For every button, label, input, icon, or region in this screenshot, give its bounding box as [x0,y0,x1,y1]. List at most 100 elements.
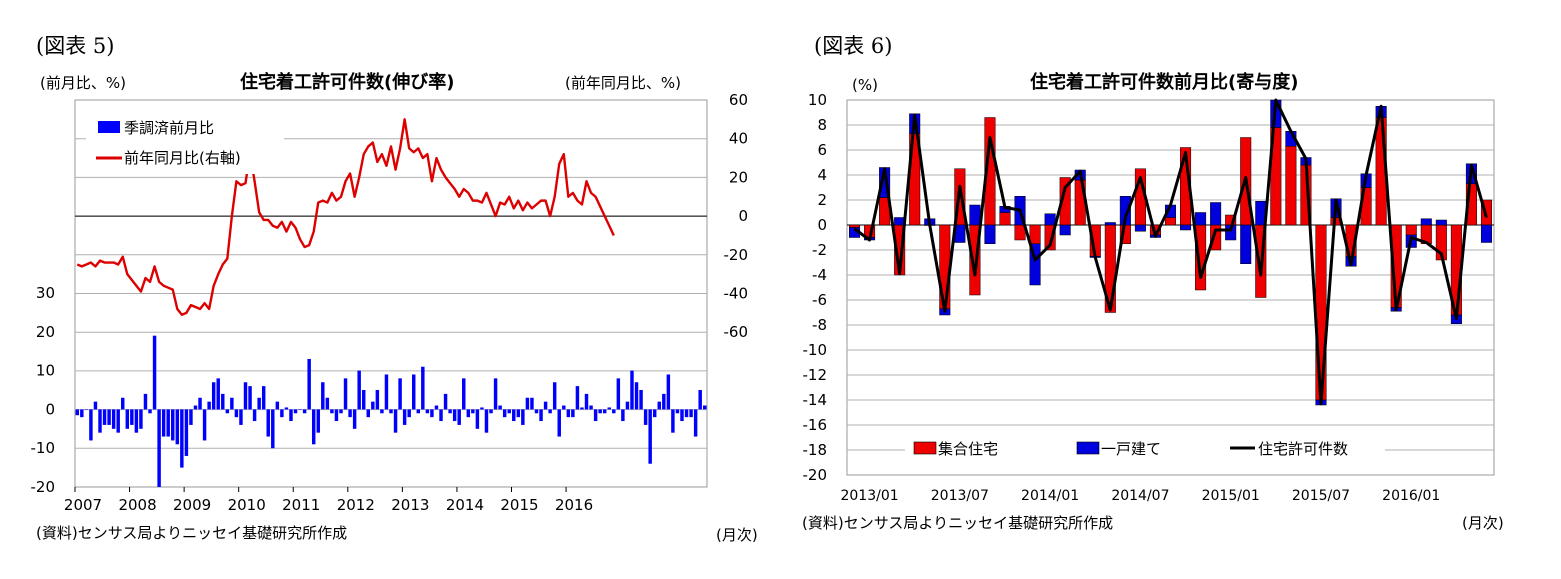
figure-5-bar [216,378,220,410]
figure-5-x-unit: (月次) [716,526,758,544]
figure-5-bar [666,374,671,410]
figure-6-single-family-bar [1044,213,1056,226]
figure-5-bar [93,401,98,410]
figure-5-bar [211,382,216,410]
figure-6-single-family-bar [1180,224,1192,231]
figure-5-bar [339,409,343,414]
figure-6-single-family-bar [1435,219,1447,226]
figure-5-bar [625,401,630,410]
figure-5-bar [343,378,348,410]
figure-5-bar [475,409,480,429]
legend-label-yoy-line: 前年同月比(右軸) [124,149,241,167]
figure-5-bar [375,390,380,410]
figure-5-bar [316,409,320,433]
figure-5-bar [243,382,248,410]
figure-5-bar [348,409,352,418]
figure-5-bar [102,409,107,425]
figure-5-bar [402,409,407,425]
figure-6-label: (図表 6) [814,34,893,58]
figure-5-bar [80,409,84,418]
figure-6-y-tick-label: 4 [817,166,827,184]
figure-5-bar [280,409,284,418]
figure-5-bar [693,409,698,437]
figure-5-bar [139,409,143,429]
figure-5-x-tick-label: 2016 [555,496,593,514]
figure-5-bar [680,409,684,422]
figure-6-y-tick-label: 8 [817,116,827,134]
figure-6-single-family-bar [1195,212,1207,226]
figure-6-multifamily-bar [1029,224,1041,244]
figure-5-bar [134,409,139,433]
figure-6-y-tick-label: 2 [817,191,827,209]
figure-5-bar [534,409,539,414]
figure-5-bar [630,370,634,410]
figure-5-bar [521,409,525,425]
figure-5-bar [152,335,157,410]
figure-5-bar [389,409,393,414]
figure-5-bar [384,374,389,410]
figure-5-bar [257,397,261,410]
figure-5-bar [452,409,457,422]
figure-5-bar [443,393,448,410]
figure-5-bar [525,397,530,410]
figure-5-bar [225,409,230,414]
figure-5-bar [552,382,557,410]
figure-5-bar [393,409,398,433]
figure-5-bar [639,390,643,410]
figure-5-right-tick-label: 40 [729,130,748,148]
figure-6-single-family-bar [1134,224,1146,232]
figure-5-yoy-line [76,118,615,316]
figure-5-left-tick-label: 30 [36,284,55,302]
figure-5-bar [462,378,466,410]
figure-5-bar [330,409,334,414]
figure-5-left-tick-label: -20 [31,478,56,496]
figure-6-chart: -20-18-16-14-12-10-8-6-4-202468102013/01… [803,91,1495,504]
figure-5-bar [607,407,611,410]
figure-5-bar [484,409,489,433]
figure-6-single-family-bar [1029,243,1041,286]
figure-5-left-axis-unit: (前月比、%) [40,74,126,92]
figure-6-y-tick-label: -16 [803,416,828,434]
figure-5-bar [171,409,175,441]
figure-6-y-tick-label: 10 [808,91,827,109]
figure-5-bar [275,401,280,410]
figure-6-x-tick-label: 2013/01 [840,488,898,504]
figure-6-multifamily-bar [1405,224,1417,236]
figure-5-bar [507,409,511,414]
figure-6-y-tick-label: 0 [817,216,827,234]
figure-5-bar [148,409,152,414]
figure-5-bar [398,378,402,410]
figure-6-single-family-bar [1210,202,1222,226]
figure-5-bar [412,374,416,410]
figure-5-right-tick-label: 20 [729,168,748,186]
figure-6-x-tick-label: 2014/01 [1021,488,1079,504]
figure-6-single-family-bar [1480,224,1492,243]
figure-6-y-unit: (%) [852,76,878,94]
figure-5-bar [248,386,252,410]
figure-5-bar [562,405,566,410]
figure-5-right-tick-label: 0 [738,207,748,225]
figure-5-bar [89,409,93,441]
figure-5-bar [598,409,602,414]
figure-6-single-family-bar [1240,224,1252,264]
figure-5-bar [161,409,166,437]
figure-5-bar [107,409,111,425]
figure-5-bar [271,409,275,449]
figure-6-x-tick-label: 2015/07 [1292,488,1350,504]
figure-5-bar [698,390,702,410]
figure-5-bar [516,409,521,418]
figure-5-bar [302,409,307,414]
figure-5-bar [184,409,189,456]
figure-5-bar [557,409,561,437]
figure-5-bar [207,401,211,410]
figure-5-bar [643,409,648,425]
figure-5-bar [543,401,548,410]
figure-6-multifamily-bar [1285,146,1297,226]
legend-label-single-family: 一戸建て [1101,440,1161,458]
figure-6-y-tick-label: -10 [803,341,828,359]
figure-5-x-tick-label: 2007 [64,496,102,514]
figure-5-source: (資料)センサス局よりニッセイ基礎研究所作成 [36,524,348,542]
figure-5-bar [307,358,311,410]
figure-6-single-family-bar [1420,218,1432,226]
figure-5-right-axis-unit: (前年同月比、%) [565,74,681,92]
